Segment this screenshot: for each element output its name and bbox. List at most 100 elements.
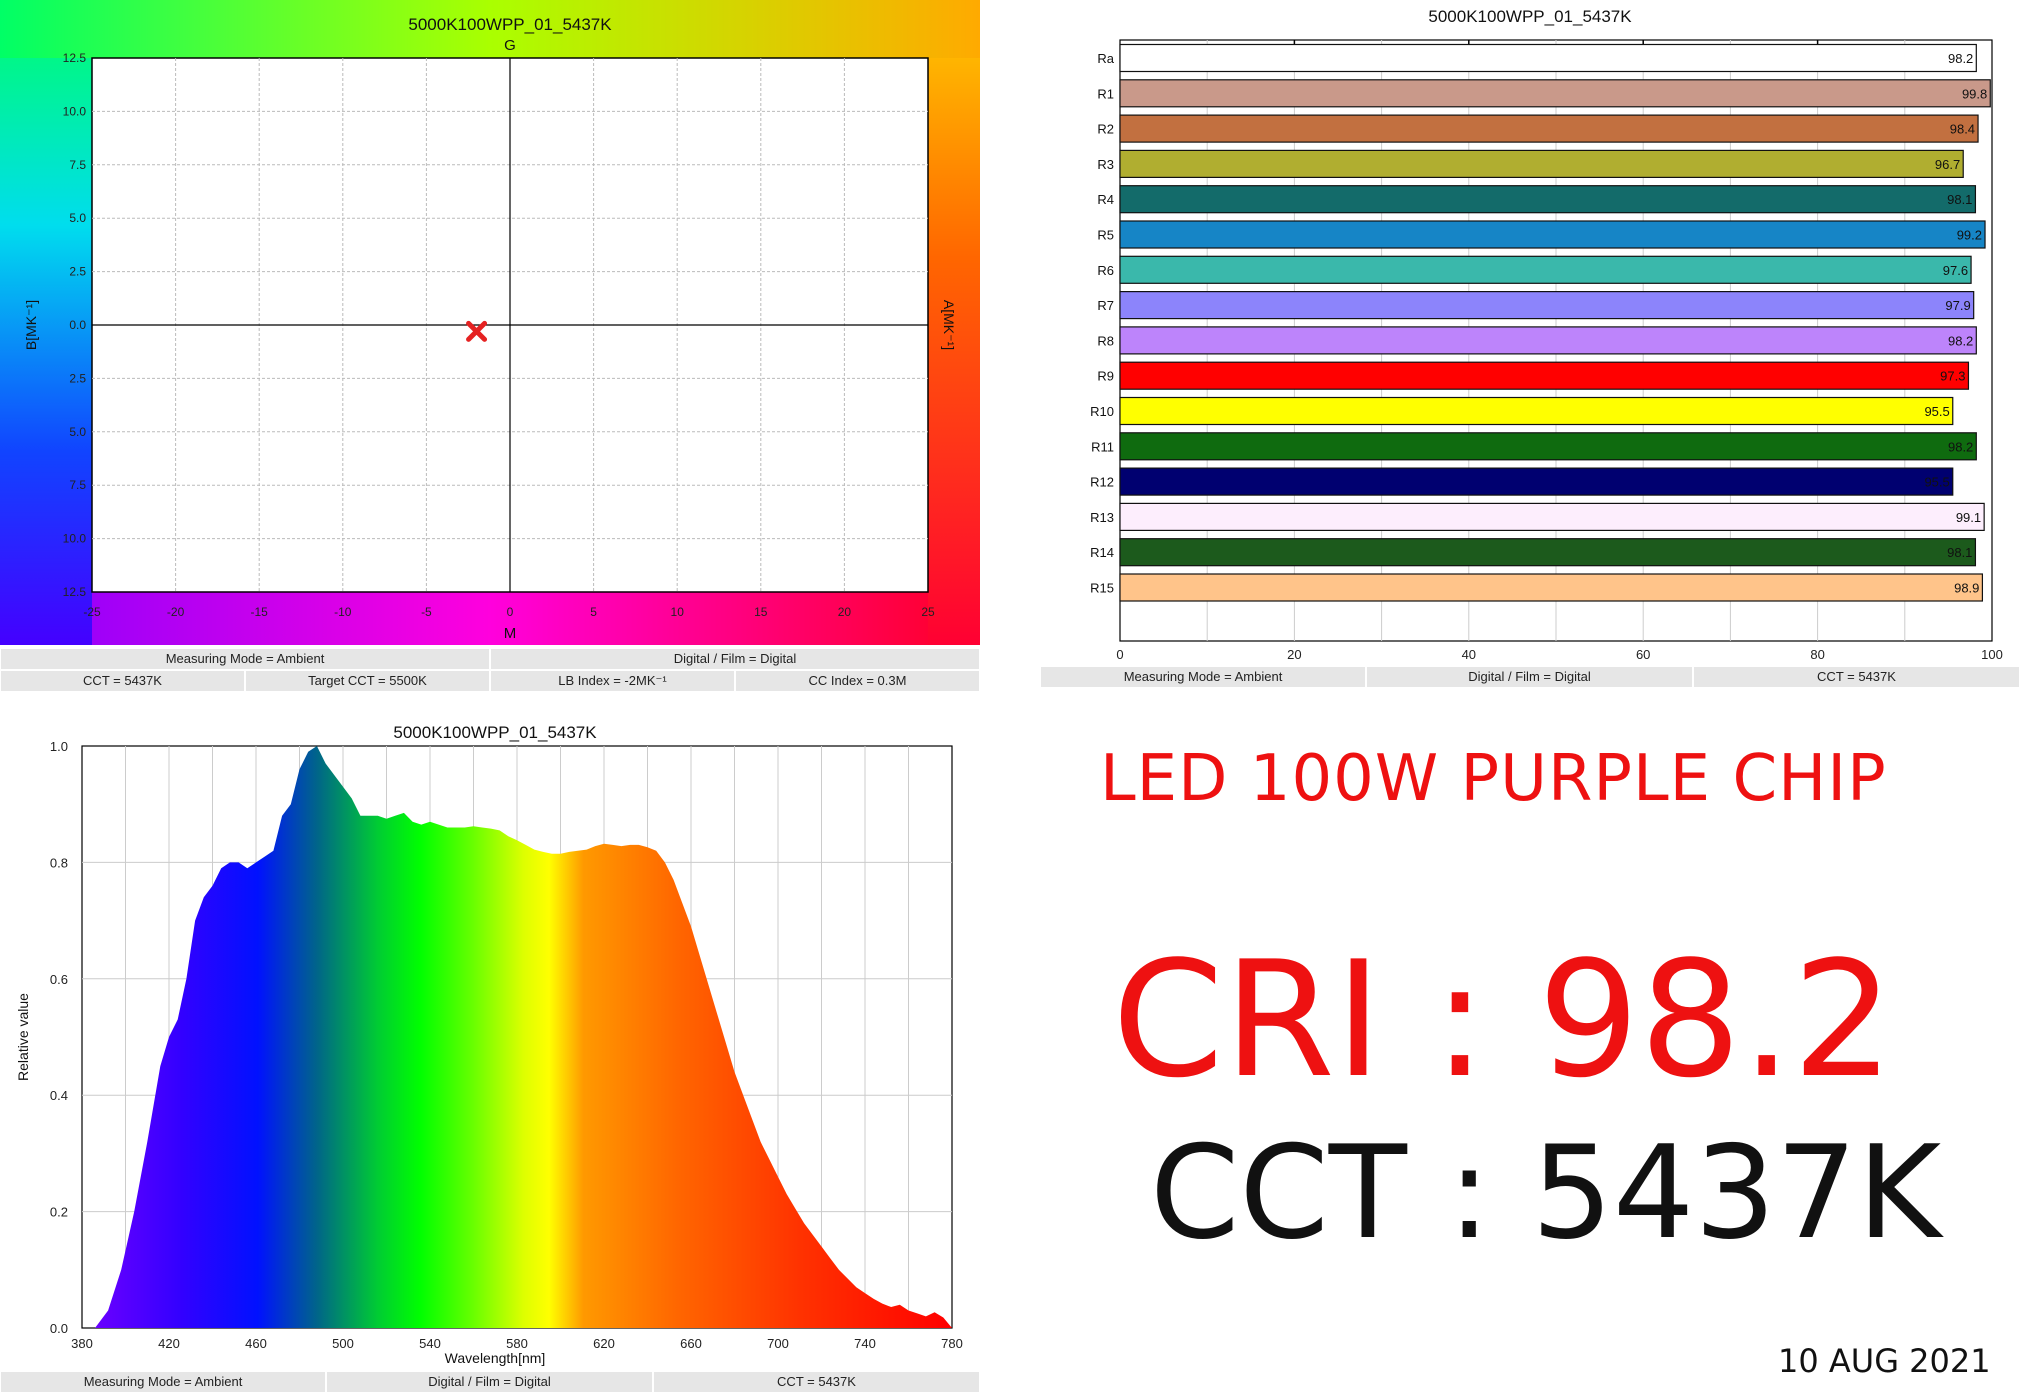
- x-tick-label: 15: [754, 605, 768, 619]
- value-label: 95.5: [1924, 475, 1949, 490]
- axis-label-g: G: [504, 37, 516, 54]
- x-tick-label: 10: [671, 605, 685, 619]
- y-tick-label: 0.4: [50, 1088, 68, 1103]
- category-label: R11: [1091, 439, 1114, 454]
- product-title: LED 100W PURPLE CHIP: [1100, 742, 1887, 816]
- x-tick-label: 620: [593, 1336, 615, 1351]
- bar-r2: [1119, 114, 1979, 143]
- x-tick-label: 780: [941, 1336, 963, 1351]
- category-label: R4: [1097, 192, 1114, 207]
- category-label: R6: [1097, 263, 1114, 278]
- value-label: 98.9: [1954, 581, 1979, 596]
- bar-r13: [1119, 502, 1985, 531]
- value-label: 97.9: [1945, 298, 1970, 313]
- x-tick-label: 20: [838, 605, 852, 619]
- value-label: 99.1: [1956, 510, 1981, 525]
- measurement-marker: [466, 320, 488, 342]
- y-tick-label: 12.5: [63, 51, 87, 65]
- category-label: R2: [1097, 122, 1114, 137]
- cc-index-cell: CC Index = 0.3M: [735, 670, 980, 692]
- x-tick-label: 80: [1810, 647, 1824, 662]
- cct-cell: CCT = 5437K: [0, 670, 245, 692]
- category-label: R13: [1090, 510, 1114, 525]
- bar-r1: [1119, 79, 1991, 108]
- target-cct-cell: Target CCT = 5500K: [245, 670, 490, 692]
- labels: 0 20 40 60 80 100 Ra 98.2 R1 99.8 R2 98.4 R3 96.7 R4 98…: [1090, 51, 2003, 662]
- bar-r11: [1119, 432, 1977, 461]
- digital-film-cell: Digital / Film = Digital: [326, 1371, 653, 1393]
- chart-title: 5000K100WPP_01_5437K: [393, 723, 597, 742]
- y-tick-label: 5.0: [69, 211, 86, 225]
- x-tick-label: 40: [1462, 647, 1476, 662]
- y-tick-label: 5.0: [69, 425, 86, 439]
- y-tick-label: 10.0: [63, 104, 87, 118]
- y-tick-label: 0.6: [50, 972, 68, 987]
- cri-headline: CRI : 98.2: [1112, 926, 1894, 1113]
- y-tick-label: 0.2: [50, 1205, 68, 1220]
- x-tick-label: -10: [334, 605, 352, 619]
- bars: [1119, 43, 1991, 602]
- y-tick-label: 0.0: [50, 1321, 68, 1336]
- y-axis-label: Relative value: [15, 993, 31, 1081]
- y-tick-label: 7.5: [69, 478, 86, 492]
- y-tick-label: 12.5: [63, 585, 87, 599]
- x-tick-label: 460: [245, 1336, 267, 1351]
- spectrum-panel: 0.0 0.2 0.4 0.6 0.8 1.0 380 420 460 500 540 580 620 6…: [0, 720, 990, 1395]
- x-tick-label: -15: [251, 605, 269, 619]
- x-tick-label: 0: [507, 605, 514, 619]
- bar-r7: [1119, 291, 1975, 320]
- bar-r6: [1119, 255, 1972, 284]
- value-label: 95.5: [1924, 404, 1949, 419]
- value-label: 98.1: [1947, 545, 1972, 560]
- bar-r14: [1119, 538, 1977, 567]
- y-tick-label: 2.5: [69, 265, 86, 279]
- axis-label-a: A[MK⁻¹]: [941, 300, 957, 350]
- x-tick-label: 540: [419, 1336, 441, 1351]
- y-tick-label: 10.0: [63, 532, 87, 546]
- value-label: 98.2: [1948, 439, 1973, 454]
- x-axis-label: Wavelength[nm]: [445, 1350, 546, 1366]
- cct-cell: CCT = 5437K: [1693, 666, 2020, 688]
- x-tick-label: 25: [921, 605, 935, 619]
- chart-title: 5000K100WPP_01_5437K: [408, 15, 612, 34]
- category-label: R5: [1097, 228, 1114, 243]
- x-tick-label: 20: [1287, 647, 1301, 662]
- date-label: 10 AUG 2021: [1778, 1342, 1991, 1380]
- value-label: 97.3: [1940, 369, 1965, 384]
- spectrum-chart: 0.0 0.2 0.4 0.6 0.8 1.0 380 420 460 500 540 580 620 6…: [15, 723, 963, 1366]
- x-tick-label: 380: [71, 1336, 93, 1351]
- x-tick-label: 5: [590, 605, 597, 619]
- data-points: [466, 320, 488, 342]
- measuring-mode-cell: Measuring Mode = Ambient: [1040, 666, 1366, 688]
- axes: [92, 58, 928, 592]
- value-label: 98.1: [1947, 192, 1972, 207]
- axis-label-m: M: [504, 625, 517, 642]
- bar-r3: [1119, 149, 1964, 178]
- measuring-mode-cell: Measuring Mode = Ambient: [0, 1371, 326, 1393]
- category-label: R15: [1090, 581, 1114, 596]
- value-label: 99.8: [1962, 86, 1987, 101]
- category-label: R3: [1097, 157, 1114, 172]
- colorimeter-chart: -25 -20 -15 -10 -5 0 5 10 15 20 25 12.5 10.0 7.5 5.0 2.…: [0, 0, 980, 645]
- spectrum-area: [95, 746, 952, 1328]
- digital-film-cell: Digital / Film = Digital: [1366, 666, 1693, 688]
- colorimeter-info-table-2: CCT = 5437K Target CCT = 5500K LB Index …: [0, 670, 980, 692]
- bar-r4: [1119, 185, 1977, 214]
- x-tick-label: -5: [421, 605, 432, 619]
- x-tick-label: 0: [1116, 647, 1123, 662]
- y-tick-label: 0.0: [69, 318, 86, 332]
- chart-title: 5000K100WPP_01_5437K: [1428, 7, 1632, 26]
- category-label: R8: [1097, 333, 1114, 348]
- bar-r12: [1119, 467, 1954, 496]
- category-label: R7: [1097, 298, 1114, 313]
- bar-r9: [1119, 361, 1970, 390]
- tick-labels: 0.0 0.2 0.4 0.6 0.8 1.0 380 420 460 500 540 580 620 6…: [50, 739, 963, 1351]
- y-tick-label: 0.8: [50, 855, 68, 870]
- value-label: 98.2: [1948, 51, 1973, 66]
- value-label: 96.7: [1935, 157, 1960, 172]
- bar-ra: [1119, 43, 1977, 73]
- x-tick-label: 700: [767, 1336, 789, 1351]
- x-tick-label: 100: [1981, 647, 2003, 662]
- bar-r10: [1119, 396, 1954, 426]
- colorimeter-info-table: Measuring Mode = Ambient Digital / Film …: [0, 648, 980, 670]
